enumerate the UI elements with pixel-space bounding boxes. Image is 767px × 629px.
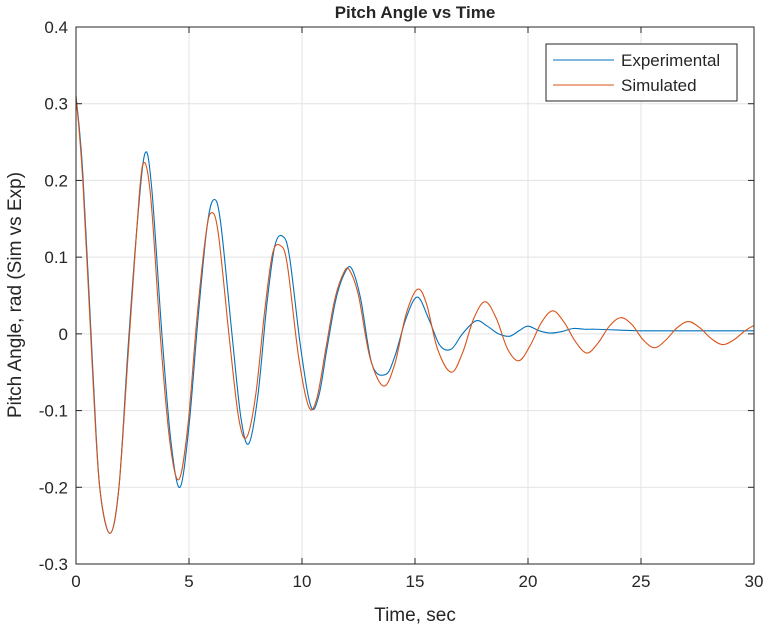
x-tick-label: 20 — [519, 572, 538, 591]
legend: Experimental Simulated — [545, 43, 738, 102]
legend-box — [545, 43, 738, 102]
legend-label-simulated: Simulated — [621, 76, 697, 95]
y-tick-label: 0.1 — [44, 248, 68, 267]
legend-label-experimental: Experimental — [621, 51, 720, 70]
y-tick-label: -0.2 — [39, 478, 68, 497]
tick-labels: 0 5 10 15 20 25 30 -0.3 -0.2 -0.1 0 0.1 0.2 0.3 0.4 — [39, 18, 764, 591]
y-axis-label: Pitch Angle, rad (Sim vs Exp) — [5, 172, 26, 418]
chart-title: Pitch Angle vs Time — [335, 3, 496, 22]
y-tick-label: 0.2 — [44, 171, 68, 190]
series-line-simulated — [75, 95, 755, 534]
x-tick-label: 30 — [745, 572, 764, 591]
y-tick-label: -0.1 — [39, 402, 68, 421]
series-line-experimental — [75, 95, 754, 534]
x-tick-label: 0 — [71, 572, 80, 591]
x-tick-label: 5 — [184, 572, 193, 591]
x-tick-label: 15 — [406, 572, 425, 591]
x-tick-label: 25 — [632, 572, 651, 591]
axis-ticks — [75, 26, 755, 565]
data-series — [75, 95, 755, 534]
y-tick-label: 0.4 — [44, 18, 68, 37]
x-axis-label: Time, sec — [374, 605, 456, 626]
y-tick-label: 0.3 — [44, 95, 68, 114]
y-tick-label: 0 — [59, 325, 68, 344]
x-tick-label: 10 — [293, 572, 312, 591]
y-tick-label: -0.3 — [39, 555, 68, 574]
